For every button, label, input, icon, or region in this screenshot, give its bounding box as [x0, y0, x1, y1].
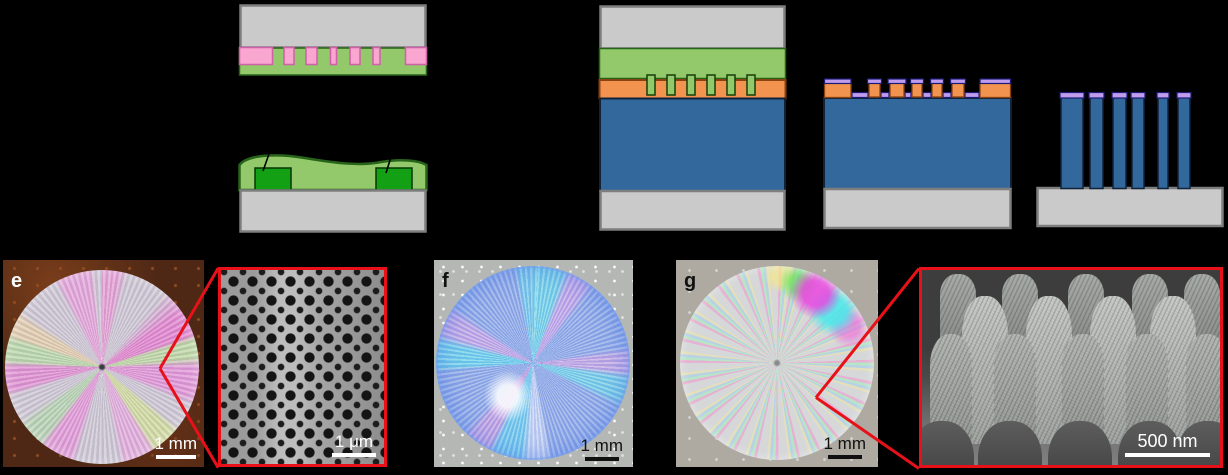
etched-pillars: [1060, 96, 1191, 190]
wafer-substrate-slab: [823, 187, 1012, 230]
scale-label-g: 1 mm: [823, 434, 867, 453]
panel-label-e: e: [11, 270, 23, 292]
wafer-photo-g: g 1 mm: [676, 260, 878, 467]
panel-label-g: g: [684, 270, 697, 292]
scale-bar-sem-pillars: 500 nm: [1125, 432, 1210, 457]
leader-lines: [262, 153, 392, 174]
scale-label-e: 1 mm: [154, 434, 198, 453]
iridescent-wafer-f: [436, 266, 630, 460]
wafer-photo-f: f 1 mm: [434, 260, 633, 467]
embedded-devices: [254, 167, 413, 191]
sem-nanohole-image: 1 μm: [218, 267, 387, 467]
schematic-mold-and-stamp-diagram: [238, 4, 428, 233]
stamp-backplane-slab: [599, 5, 786, 50]
scale-bar-sem-holes: 1 μm: [332, 433, 376, 457]
wafer-substrate-slab: [1036, 186, 1224, 228]
mask-caps: [823, 78, 1012, 85]
pillar-mask-caps: [1059, 91, 1192, 99]
stamp-teeth: [646, 74, 756, 96]
scale-bar-line-sem-pillars: [1125, 453, 1210, 457]
scale-bar-g: 1 mm: [823, 434, 867, 459]
stamp-body: [598, 47, 787, 80]
carrier-substrate-slab: [239, 189, 427, 233]
wafer-photo-e: e 1 mm: [3, 260, 204, 467]
device-layer-slab: [823, 97, 1012, 190]
scale-bar-line-sem-holes: [332, 453, 376, 457]
scale-bar-f: 1 mm: [580, 436, 624, 461]
patterned-resist-on-mold: [238, 46, 428, 66]
panel-label-f: f: [442, 270, 449, 292]
schematic-patterned-mask-diagram: [823, 78, 1012, 230]
scale-bar-line-g: [827, 455, 862, 459]
sem-nanopillar-image: 500 nm: [919, 267, 1223, 468]
schematic-etched-pillars-diagram: [1036, 91, 1224, 228]
scale-bar-e: 1 mm: [154, 434, 198, 459]
schematic-imprint-into-resist-diagram: [598, 5, 787, 231]
resist-mesas: [823, 82, 1012, 99]
iridescent-wafer-e: [5, 270, 199, 464]
wafer-substrate-slab: [599, 189, 786, 231]
mold-backplane-slab: [239, 4, 427, 49]
device-layer-slab: [599, 97, 786, 192]
residual-mask-strips: [851, 91, 980, 99]
scale-label-sem-pillars: 500 nm: [1137, 431, 1198, 451]
scale-bar-line-e: [155, 455, 196, 459]
scale-label-f: 1 mm: [580, 436, 624, 455]
scale-bar-line-f: [584, 457, 619, 461]
scale-label-sem-holes: 1 μm: [334, 432, 374, 451]
